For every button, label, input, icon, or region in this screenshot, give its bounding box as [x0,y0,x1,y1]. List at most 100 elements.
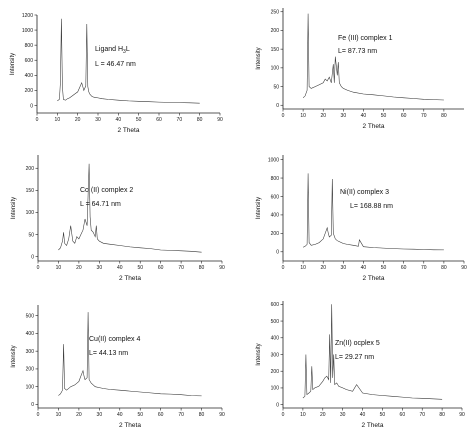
annotation-text: Ni(II) complex 3 [340,189,389,196]
y-tick-label: 0 [276,402,279,408]
x-tick-label: 0 [282,265,285,271]
annotation-text: Fe (III) complex 1 [338,35,393,42]
y-tick-label: 100 [271,66,280,72]
y-tick-label: 0 [276,250,279,256]
x-tick-label: 50 [381,113,387,119]
x-tick-label: 30 [340,412,346,418]
x-tick-label: 60 [156,117,162,123]
y-tick-label: 0 [31,254,34,260]
x-tick-label: 80 [441,265,447,271]
x-tick-label: 10 [56,265,62,271]
x-tick-label: 30 [341,265,347,271]
y-tick-label: 0 [30,103,33,109]
y-tick-label: 50 [273,84,279,90]
x-tick-label: 90 [461,265,467,271]
y-tick-label: 800 [25,43,34,49]
x-tick-label: 80 [441,113,447,119]
x-axis-label: 2 Theta [119,422,141,429]
y-tick-label: 600 [271,194,280,200]
x-tick-label: 50 [137,412,143,418]
y-tick-label: 800 [271,176,280,182]
y-tick-label: 1000 [268,157,279,163]
diffraction-trace [302,173,444,251]
x-tick-label: 60 [401,265,407,271]
chart-panel-5: 0 10 20 30 40 50 60 70 80 90 0 100 200 300 400 500 2 The… [11,305,225,429]
x-tick-label: 40 [361,265,367,271]
x-tick-label: 10 [56,412,62,418]
x-tick-label: 20 [320,113,326,119]
x-tick-label: 40 [116,117,122,123]
x-axis-label: 2 Theta [363,123,385,130]
x-tick-label: 20 [320,412,326,418]
diffraction-trace [58,163,202,253]
y-tick-label: 600 [271,302,280,308]
y-axis-label: Intensity [256,197,262,219]
y-axis-label: Intensity [11,197,17,219]
x-tick-label: 10 [300,113,306,119]
chart-panel-6: 0 10 20 30 40 50 60 70 80 90 0 100 200 300 400 500 600 2 … [256,301,465,429]
annotation-part: Cu(II) complex 4 [89,336,140,343]
annotation-part: L= 168.88 nm [350,203,393,210]
annotation-text: Zn(II) ocplex 5 [335,340,380,347]
y-tick-label: 300 [26,349,35,355]
x-tick-label: 0 [37,265,40,271]
y-tick-label: 400 [26,331,35,337]
x-tick-label: 70 [178,265,184,271]
y-tick-label: 200 [271,28,280,34]
x-tick-label: 30 [341,113,347,119]
y-axis-label: Intensity [256,343,262,365]
y-tick-label: 200 [26,166,35,172]
x-tick-label: 40 [360,412,366,418]
x-tick-label: 60 [401,113,407,119]
x-tick-label: 0 [282,113,285,119]
annotation-part: Co (II) complex 2 [80,187,133,194]
y-tick-label: 500 [271,319,280,325]
y-tick-label: 200 [25,88,34,94]
x-tick-label: 30 [97,412,103,418]
x-tick-label: 80 [199,412,205,418]
x-tick-label: 90 [459,412,465,418]
x-tick-label: 0 [282,412,285,418]
x-tick-label: 10 [300,412,306,418]
chart-panel-3: 0 10 20 30 40 50 60 70 80 90 0 50 100 150 200 2 Theta In… [11,155,225,282]
annotation-part: Ligand H [95,46,123,53]
annotation-part: Fe (III) complex 1 [338,35,393,42]
annotation-text: Cu(II) complex 4 [89,336,140,343]
y-tick-label: 100 [26,384,35,390]
y-tick-label: 0 [31,402,34,408]
diffraction-trace [302,304,443,400]
x-axis-label: 2 Theta [363,275,385,282]
y-tick-label: 300 [271,352,280,358]
diffraction-trace [58,312,202,397]
y-tick-label: 100 [26,210,35,216]
x-tick-label: 10 [55,117,61,123]
annotation-part: L= 87.73 nm [338,48,377,55]
x-tick-label: 60 [400,412,406,418]
annotation-part: L = 64.71 nm [80,201,121,208]
x-tick-label: 80 [439,412,445,418]
y-tick-label: 200 [271,231,280,237]
y-tick-label: 100 [271,386,280,392]
diffraction-trace [302,13,444,101]
x-tick-label: 0 [37,412,40,418]
x-tick-label: 50 [380,412,386,418]
x-tick-label: 80 [197,117,203,123]
y-tick-label: 400 [25,73,34,79]
x-tick-label: 70 [421,265,427,271]
x-tick-label: 30 [95,117,101,123]
x-tick-label: 0 [36,117,39,123]
chart-panel-1: 0 10 20 30 40 50 60 70 80 90 0 200 400 600 800 1000 1200… [10,13,223,134]
annotation-text: L= 29.27 nm [335,354,374,361]
x-tick-label: 90 [219,412,225,418]
x-tick-label: 90 [217,117,223,123]
x-axis-label: 2 Theta [119,275,141,282]
x-tick-label: 50 [381,265,387,271]
y-tick-label: 500 [26,313,35,319]
y-tick-label: 1200 [22,13,33,19]
x-tick-label: 10 [300,265,306,271]
y-tick-label: 400 [271,336,280,342]
y-tick-label: 200 [271,369,280,375]
x-tick-label: 20 [76,265,82,271]
annotation-text: L= 168.88 nm [350,203,393,210]
